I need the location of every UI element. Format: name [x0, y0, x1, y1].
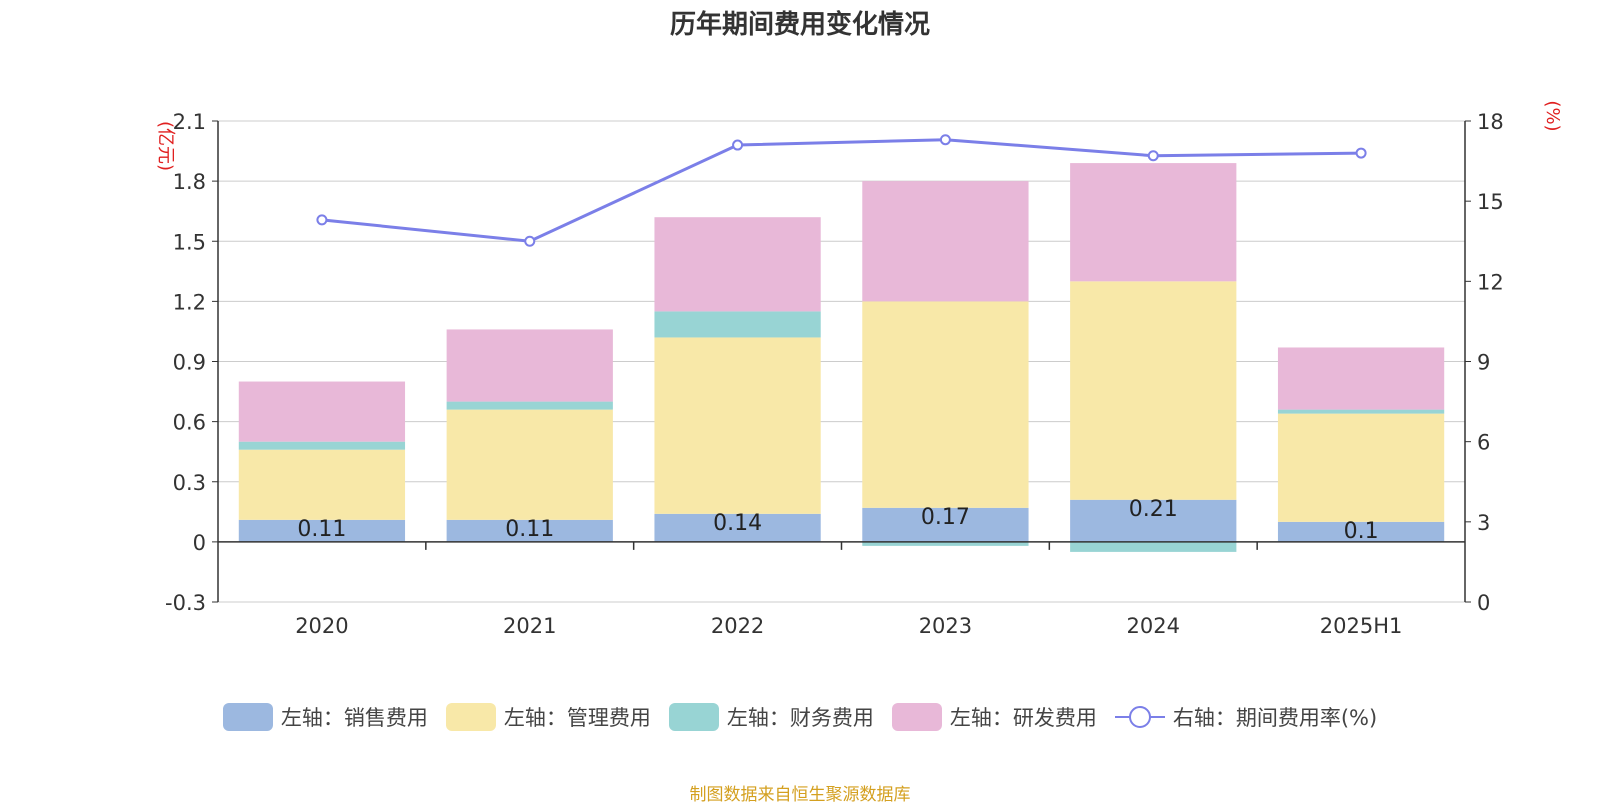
expense-rate-point-2023	[939, 134, 951, 146]
legend-item[interactable]: 左轴：管理费用	[445, 702, 651, 732]
right-tick-label: 6	[1477, 431, 1490, 455]
bar-admin-2023	[862, 301, 1029, 508]
right-axis-unit: (%)	[1542, 100, 1563, 131]
legend-swatch	[445, 703, 496, 731]
source-note: 制图数据来自恒生聚源数据库	[689, 785, 911, 805]
bar-sales-2020	[238, 519, 406, 542]
bar-admin-2022	[654, 337, 821, 514]
bar-admin-2025H1	[1277, 413, 1445, 522]
bar-finance-2021	[446, 401, 613, 410]
data-label: 0.14	[713, 511, 762, 536]
left-tick-label: 0.9	[173, 351, 206, 375]
bar-rnd-2025H1	[1277, 347, 1445, 410]
bar-sales-2025H1	[1277, 521, 1445, 542]
legend: 左轴：销售费用 左轴：管理费用 左轴：财务费用 左轴：研发费用 右轴：期间费用率(%)	[0, 702, 1600, 732]
bar-finance-2023	[862, 541, 1029, 546]
left-tick-label: 1.2	[173, 290, 206, 314]
right-tick-label: 9	[1477, 351, 1490, 375]
left-axis-unit: (亿元)	[155, 121, 176, 171]
left-tick-label: 0.6	[173, 411, 206, 435]
legend-item[interactable]: 左轴：销售费用	[222, 702, 428, 732]
legend-swatch	[668, 703, 719, 731]
legend-swatch	[891, 703, 942, 731]
bar-admin-2024	[1070, 281, 1237, 500]
right-tick-label: 15	[1477, 190, 1504, 214]
legend-item[interactable]: 左轴：财务费用	[668, 702, 874, 732]
data-label: 0.17	[921, 505, 970, 530]
data-label: 0.21	[1129, 497, 1178, 522]
legend-label: 左轴：销售费用	[280, 706, 428, 730]
bar-admin-2021	[446, 409, 613, 520]
category-label: 2020	[295, 614, 348, 638]
legend-swatch	[222, 703, 273, 731]
category-label: 2023	[919, 614, 972, 638]
right-tick-label: 18	[1477, 110, 1504, 134]
left-tick-label: -0.3	[165, 591, 206, 615]
left-tick-label: 0.3	[173, 471, 206, 495]
expense-rate-point-2022	[732, 139, 744, 151]
expense-rate-point-2024	[1147, 150, 1159, 162]
right-tick-label: 3	[1477, 511, 1490, 535]
legend-item[interactable]: 右轴：期间费用率(%)	[1114, 702, 1378, 732]
left-tick-label: 1.8	[173, 170, 206, 194]
right-tick-label: 0	[1477, 591, 1490, 615]
category-label: 2025H1	[1320, 614, 1403, 638]
legend-label: 左轴：管理费用	[503, 706, 651, 730]
expense-rate-line	[321, 138, 1362, 243]
expense-rate-point-2020	[316, 214, 328, 226]
bar-rnd-2022	[654, 217, 821, 312]
bar-rnd-2021	[446, 329, 613, 402]
category-label: 2021	[503, 614, 556, 638]
bar-finance-2024	[1070, 541, 1237, 552]
bar-rnd-2020	[238, 381, 406, 442]
bar-rnd-2024	[1070, 163, 1237, 282]
bar-sales-2022	[654, 513, 821, 542]
legend-label: 左轴：财务费用	[726, 706, 874, 730]
right-tick-label: 12	[1477, 270, 1504, 294]
bar-finance-2022	[654, 311, 821, 338]
data-label: 0.1	[1344, 519, 1379, 544]
bar-admin-2020	[238, 449, 406, 520]
left-tick-label: 0	[193, 531, 206, 555]
expense-rate-point-2025H1	[1355, 147, 1367, 159]
data-label: 0.11	[505, 517, 554, 542]
left-tick-label: 2.1	[173, 110, 206, 134]
bar-sales-2023	[862, 507, 1029, 542]
data-label: 0.11	[297, 517, 346, 542]
bar-finance-2020	[238, 441, 406, 450]
category-label: 2022	[711, 614, 764, 638]
bar-finance-2025H1	[1277, 409, 1445, 414]
bar-rnd-2023	[862, 181, 1029, 302]
chart-canvas: -0.3 0 0.3 0.6 0.9 1.2 1.5 1.8 2.1 0 3 6 9 12 15 18 (亿元)…	[155, 100, 1563, 638]
legend-item[interactable]: 左轴：研发费用	[891, 702, 1097, 732]
bar-sales-2021	[446, 519, 613, 542]
legend-label: 左轴：研发费用	[949, 706, 1097, 730]
bar-sales-2024	[1070, 499, 1237, 542]
expense-rate-point-2021	[524, 235, 536, 247]
legend-label: 右轴：期间费用率(%)	[1172, 706, 1378, 730]
category-label: 2024	[1127, 614, 1180, 638]
left-tick-label: 1.5	[173, 230, 206, 254]
chart-title: 历年期间费用变化情况	[669, 10, 930, 40]
legend-line-swatch	[1114, 703, 1165, 731]
